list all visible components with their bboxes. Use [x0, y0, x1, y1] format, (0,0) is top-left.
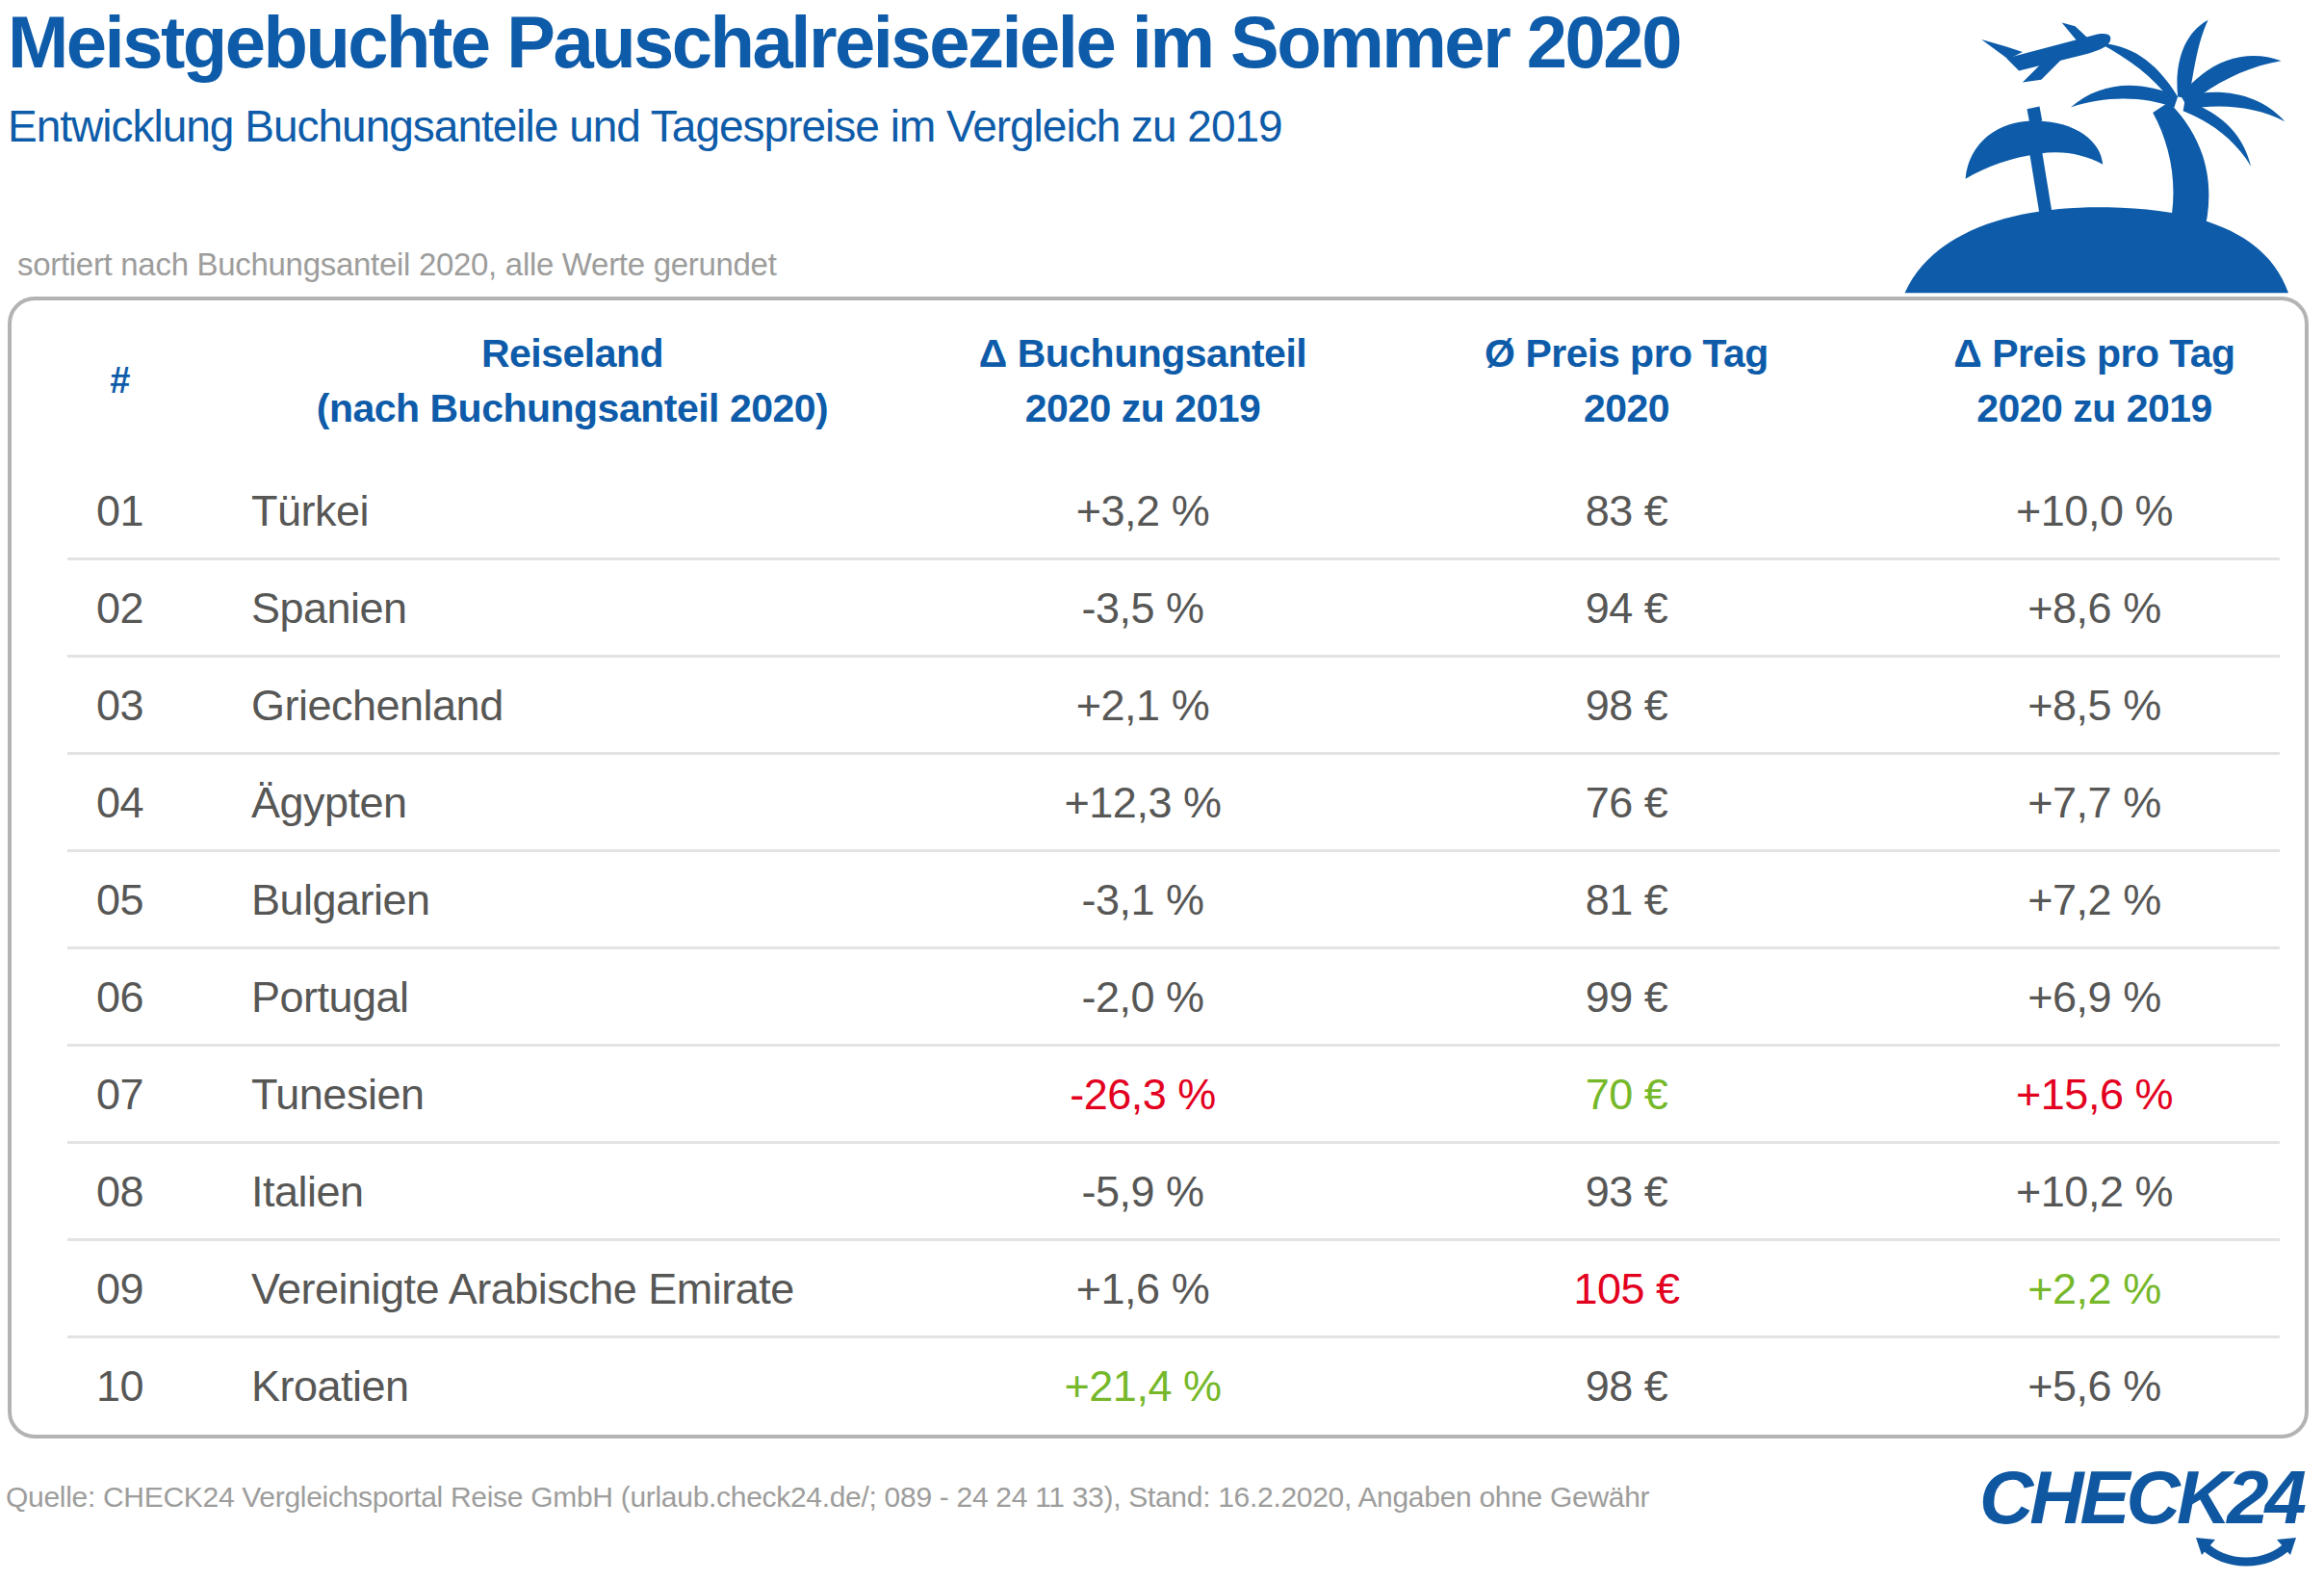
country-cell: Spanien [228, 583, 917, 634]
booking-delta-cell: +21,4 % [917, 1361, 1369, 1412]
price-cell: 81 € [1369, 875, 1884, 925]
source-text: Quelle: CHECK24 Vergleichsportal Reise G… [6, 1481, 1649, 1514]
table-row: 03 Griechenland +2,1 % 98 € +8,5 % [12, 657, 2305, 754]
country-cell: Türkei [228, 486, 917, 536]
country-cell: Tunesien [228, 1070, 917, 1120]
check24-smile-icon [2195, 1537, 2297, 1568]
country-cell: Ägypten [228, 778, 917, 828]
page-title: Meistgebuchte Pauschalreiseziele im Somm… [8, 4, 1680, 81]
rank-cell: 04 [12, 778, 228, 828]
price-cell: 105 € [1369, 1264, 1884, 1314]
country-cell: Kroatien [228, 1361, 917, 1412]
table-row: 09 Vereinigte Arabische Emirate +1,6 % 1… [12, 1240, 2305, 1337]
country-cell: Vereinigte Arabische Emirate [228, 1264, 917, 1314]
table-row: 10 Kroatien +21,4 % 98 € +5,6 % [12, 1337, 2305, 1435]
booking-delta-cell: +12,3 % [917, 778, 1369, 828]
rank-cell: 06 [12, 972, 228, 1023]
price-cell: 83 € [1369, 486, 1884, 536]
rank-cell: 03 [12, 681, 228, 731]
sort-note: sortiert nach Buchungsanteil 2020, alle … [17, 246, 777, 283]
rank-cell: 07 [12, 1070, 228, 1120]
table-body: 01 Türkei +3,2 % 83 € +10,0 % 02 Spanien… [12, 462, 2305, 1435]
country-cell: Italien [228, 1167, 917, 1217]
rank-cell: 08 [12, 1167, 228, 1217]
booking-delta-cell: +3,2 % [917, 486, 1369, 536]
header-price: Ø Preis pro Tag 2020 [1369, 326, 1884, 437]
booking-delta-cell: -3,1 % [917, 875, 1369, 925]
price-cell: 76 € [1369, 778, 1884, 828]
rank-cell: 10 [12, 1361, 228, 1412]
price-delta-cell: +8,5 % [1884, 681, 2305, 731]
island-icon [1905, 207, 2288, 293]
rank-cell: 05 [12, 875, 228, 925]
table-row: 07 Tunesien -26,3 % 70 € +15,6 % [12, 1046, 2305, 1143]
header-booking-delta: Δ Buchungsanteil 2020 zu 2019 [917, 326, 1369, 437]
booking-delta-cell: -2,0 % [917, 972, 1369, 1023]
booking-delta-cell: +2,1 % [917, 681, 1369, 731]
price-delta-cell: +2,2 % [1884, 1264, 2305, 1314]
infographic-page: Meistgebuchte Pauschalreiseziele im Somm… [0, 0, 2324, 1581]
country-cell: Bulgarien [228, 875, 917, 925]
rank-cell: 02 [12, 583, 228, 634]
header-price-delta: Δ Preis pro Tag 2020 zu 2019 [1884, 326, 2305, 437]
price-cell: 98 € [1369, 1361, 1884, 1412]
price-cell: 93 € [1369, 1167, 1884, 1217]
price-delta-cell: +6,9 % [1884, 972, 2305, 1023]
price-cell: 99 € [1369, 972, 1884, 1023]
booking-delta-cell: -5,9 % [917, 1167, 1369, 1217]
price-delta-cell: +10,0 % [1884, 486, 2305, 536]
price-delta-cell: +15,6 % [1884, 1070, 2305, 1120]
table-row: 02 Spanien -3,5 % 94 € +8,6 % [12, 559, 2305, 657]
table-row: 04 Ägypten +12,3 % 76 € +7,7 % [12, 754, 2305, 851]
booking-delta-cell: +1,6 % [917, 1264, 1369, 1314]
beach-island-plane-icon [1887, 6, 2301, 295]
rank-cell: 01 [12, 486, 228, 536]
booking-delta-cell: -26,3 % [917, 1070, 1369, 1120]
table-row: 08 Italien -5,9 % 93 € +10,2 % [12, 1143, 2305, 1240]
price-delta-cell: +7,7 % [1884, 778, 2305, 828]
price-cell: 70 € [1369, 1070, 1884, 1120]
price-delta-cell: +8,6 % [1884, 583, 2305, 634]
check24-logo-text: CHECK24 [1979, 1460, 2303, 1535]
booking-delta-cell: -3,5 % [917, 583, 1369, 634]
price-cell: 94 € [1369, 583, 1884, 634]
table-row: 05 Bulgarien -3,1 % 81 € +7,2 % [12, 851, 2305, 948]
rank-cell: 09 [12, 1264, 228, 1314]
table-row: 06 Portugal -2,0 % 99 € +6,9 % [12, 948, 2305, 1046]
check24-logo: CHECK24 [1918, 1460, 2303, 1575]
header-country: Reiseland (nach Buchungsanteil 2020) [228, 326, 917, 437]
price-delta-cell: +10,2 % [1884, 1167, 2305, 1217]
table-header-row: # Reiseland (nach Buchungsanteil 2020) Δ… [12, 300, 2305, 462]
country-cell: Griechenland [228, 681, 917, 731]
price-delta-cell: +7,2 % [1884, 875, 2305, 925]
price-delta-cell: +5,6 % [1884, 1361, 2305, 1412]
table-row: 01 Türkei +3,2 % 83 € +10,0 % [12, 462, 2305, 559]
destinations-table: # Reiseland (nach Buchungsanteil 2020) Δ… [8, 297, 2309, 1438]
country-cell: Portugal [228, 972, 917, 1023]
price-cell: 98 € [1369, 681, 1884, 731]
header-rank: # [12, 355, 228, 406]
page-subtitle: Entwicklung Buchungsanteile und Tagespre… [8, 102, 1282, 151]
